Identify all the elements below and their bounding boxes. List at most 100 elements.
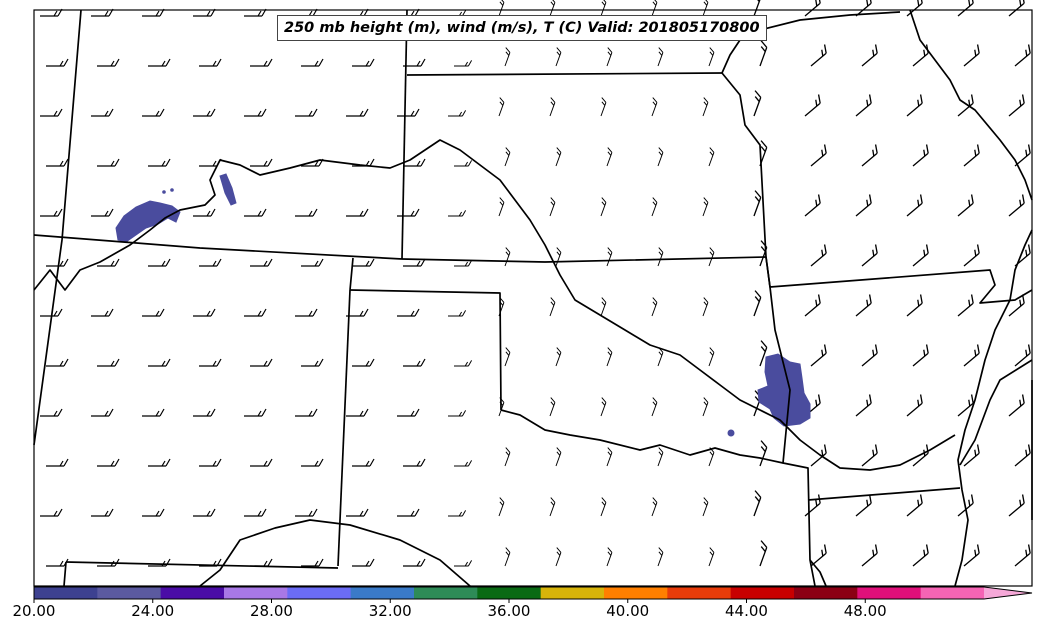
wind-barb [244,108,267,117]
wind-barb [651,297,658,317]
wind-barb [708,547,715,567]
colorbar-tick-label: 40.00 [606,602,650,620]
wind-barb [708,447,715,467]
wind-barb [454,60,473,67]
wind-barb [759,40,768,67]
wind-barb [40,408,63,417]
wind-barb [403,158,426,167]
wind-barb [555,547,562,567]
wind-barb [250,458,273,467]
wind-barb [498,497,505,517]
wind-barb [142,308,165,317]
wind-barb [753,490,762,517]
wind-barb [193,408,216,417]
wind-barb [504,347,511,367]
wind-barb [295,108,318,117]
speed-area-wyoming-nebraska [115,200,181,243]
wind-barb [810,44,827,67]
wind-barb [606,547,613,567]
wind-barb [148,458,171,467]
colorbar-tick-label: 48.00 [843,602,887,620]
wind-barb [295,508,318,517]
wind-barb [346,408,369,417]
wind-barb [1008,94,1025,117]
wind-barb [301,58,324,67]
wind-barb [600,397,607,417]
wind-barb [250,358,273,367]
wind-barb [651,497,658,517]
border-colorado-east [401,256,767,263]
colorbar-segment [920,587,985,599]
wind-barb [1014,344,1031,367]
wind-barb [498,97,505,117]
wind-barb [454,460,473,467]
wind-barb [702,97,709,117]
wind-barb [352,58,375,67]
wind-barb [963,444,980,467]
wind-barb [963,344,980,367]
wind-barb [957,394,974,417]
wind-barb [606,147,613,167]
colorbar-outline [33,586,1033,600]
border-nm-south-2 [63,561,67,587]
wind-barb [244,508,267,517]
wind-barb [651,397,658,417]
wind-barb [912,544,929,567]
wind-barb [861,244,878,267]
wind-barb [91,308,114,317]
border-idaho-wyoming [33,9,82,446]
border-new-mexico [337,289,351,567]
wind-barb [448,110,467,117]
wind-barb [97,458,120,467]
border-texas-coast [809,559,827,587]
wind-barb [651,97,658,117]
wind-barb [861,44,878,67]
wind-barb [912,244,929,267]
wind-barb [1008,394,1025,417]
wind-barb [91,408,114,417]
wind-barb [906,94,923,117]
wind-barb [555,247,562,267]
wind-barb [352,558,375,567]
wind-barb [810,244,827,267]
colorbar-segment [730,587,795,599]
colorbar-tick-label: 44.00 [725,602,768,620]
wind-speed-shading [115,173,811,437]
wind-barb [97,358,120,367]
wind-barb [861,144,878,167]
wind-barb [549,97,556,117]
wind-barb [295,408,318,417]
wind-barb [295,308,318,317]
wind-barb [600,497,607,517]
wind-barb [454,160,473,167]
wind-barb [301,258,324,267]
wind-barb [46,58,69,67]
wind-barb [244,408,267,417]
colorbar-segment [97,587,162,599]
wind-barb [855,494,872,517]
border-ok-texas-red-river [500,409,784,464]
border-colorado-nm-east [349,257,354,291]
wind-barb [600,0,607,17]
political-boundaries [33,9,1033,587]
wind-barb [549,0,556,17]
wind-barb [40,308,63,317]
wind-barb [199,58,222,67]
wind-barb [555,47,562,67]
wind-barb [963,144,980,167]
colorbar-tick-label: 36.00 [487,602,531,620]
wind-barb [555,347,562,367]
wind-barb [702,297,709,317]
border-wyoming-east [401,9,408,260]
wind-barb [912,344,929,367]
border-mississippi-river [954,229,1033,587]
wind-barb [397,408,420,417]
wind-barb [804,94,821,117]
wind-barb [346,108,369,117]
colorbar-segment [287,587,352,599]
wind-barb [397,208,420,217]
colorbar-tick-label: 20.00 [12,602,56,620]
wind-barb [244,308,267,317]
border-arkansas-la [807,487,961,501]
wind-barb [906,294,923,317]
